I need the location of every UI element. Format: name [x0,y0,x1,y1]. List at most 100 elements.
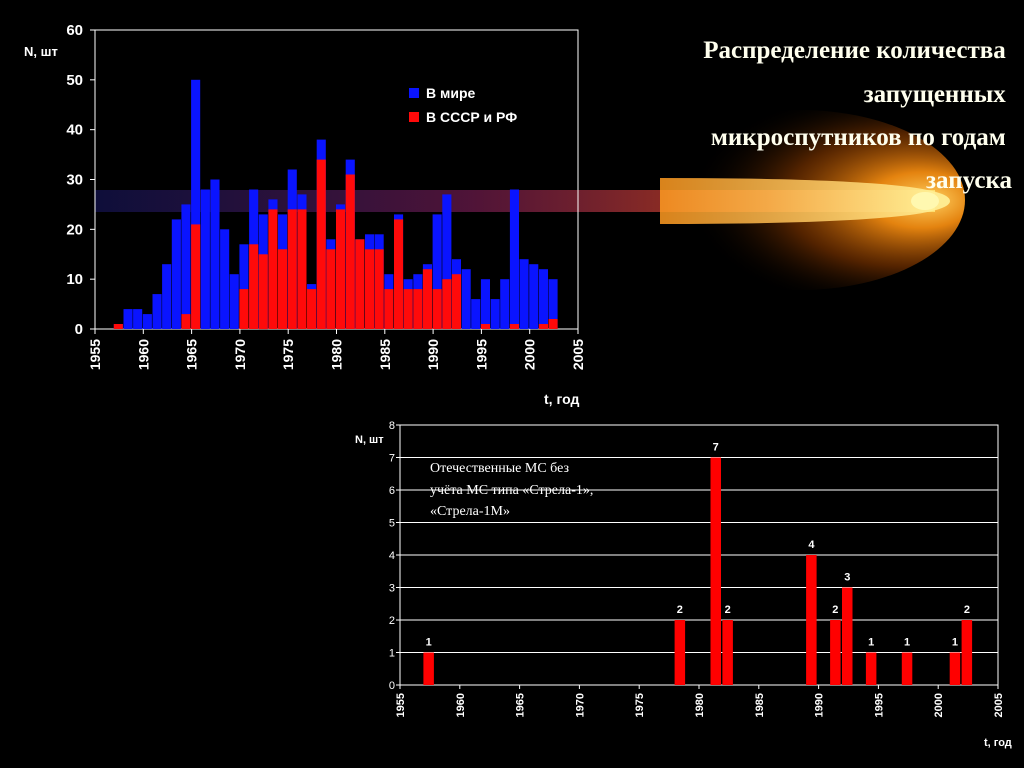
bar-ussr [538,324,548,329]
y-axis-label: N, шт [24,44,58,59]
data-label: 1 [868,637,874,649]
bar-ussr [278,249,288,329]
bar-ussr [365,249,375,329]
x-tick-label: 1975 [280,339,296,370]
x-tick-label: 1985 [754,693,766,717]
bar-domestic [674,620,686,685]
x-tick-label: 2005 [993,693,1005,717]
data-label: 1 [904,637,910,649]
slide-title: Распределение количества запущенных микр… [703,37,1012,194]
bar-ussr [432,289,442,329]
bars [113,79,558,330]
axes: 0 1 2 3 4 5 6 7 8 1955 1960 1965 1970 1975 1980 1985 199… [389,420,1005,717]
bar-domestic [901,652,913,685]
data-label: 2 [832,604,838,616]
y-tick-label: 4 [389,550,395,562]
bar-world [519,259,529,329]
bar-domestic [842,587,853,685]
bar-ussr [287,209,297,329]
bar-ussr [345,174,355,329]
bar-domestic [806,555,817,685]
data-label: 4 [808,539,815,551]
bar-world [210,179,220,329]
annotation-line-3: «Стрела-1М» [430,504,510,519]
x-tick-label: 1955 [87,339,103,370]
bar-ussr [422,269,432,329]
y-tick-label: 40 [66,122,83,139]
x-tick-label: 1980 [694,693,706,717]
y-tick-label: 1 [389,648,395,660]
gridlines [400,457,998,653]
x-axis-label: t, год [984,737,1012,749]
y-axis-label: N, шт [355,434,384,446]
data-label: 1 [426,637,432,649]
slide-title-line-4: запуска [926,167,1012,194]
x-tick-label: 1975 [634,693,646,717]
bar-ussr [374,249,384,329]
bar-ussr [442,279,452,329]
x-tick-label: 2005 [570,339,586,370]
bar-ussr [297,209,307,329]
y-tick-label: 3 [389,583,395,595]
bar-ussr [394,219,404,329]
annotation-line-2: учёта МС типа «Стрела-1», [430,483,593,498]
data-label: 2 [725,604,731,616]
bar-ussr [480,324,490,329]
bar-world [162,264,172,329]
x-tick-label: 1960 [135,339,151,370]
bar-world [142,314,152,329]
bar-ussr [326,249,336,329]
y-tick-label: 8 [389,420,395,432]
bar-domestic [865,652,877,685]
bar-ussr [355,239,365,329]
bar-world [500,279,510,329]
bar-domestic [722,620,733,685]
bar-world [480,279,490,329]
bar-ussr [316,159,326,329]
bar-world [123,309,133,329]
slide-title-line-3: микроспутников по годам [711,124,1006,151]
x-tick-label: 1990 [814,693,826,717]
legend-swatch-world [409,88,419,98]
chart-annotation: Отечественные МС без учёта МС типа «Стре… [430,461,597,519]
bar-ussr [413,289,423,329]
bar-domestic [949,652,961,685]
legend-box [400,80,560,130]
bar-world [171,219,181,329]
data-label: 3 [844,572,850,584]
y-tick-label: 0 [75,321,83,338]
bar-world [200,189,210,329]
bar-world [191,79,201,329]
bar-world [509,189,519,329]
y-tick-label: 10 [66,271,83,288]
data-label: 7 [713,442,719,454]
bar-ussr [113,324,123,329]
annotation-line-1: Отечественные МС без [430,461,569,476]
x-tick-label: 1970 [574,693,586,717]
bar-ussr [384,289,394,329]
bar-ussr [258,254,268,330]
legend-label-ussr: В СССР и РФ [426,109,517,125]
bar-ussr [249,244,259,329]
bar-ussr [181,314,191,329]
y-tick-label: 50 [66,72,83,89]
bar-world [229,274,239,329]
data-label: 1 [952,637,958,649]
x-tick-label: 1990 [425,339,441,370]
bar-world [548,279,558,329]
bar-ussr [239,289,249,329]
bar-ussr [548,319,558,329]
world-launches-chart: 0 10 20 30 40 50 60 1955 1960 1965 1970 1975 1980 198… [24,22,586,407]
bar-ussr [451,274,461,329]
y-tick-label: 5 [389,518,395,530]
bar-domestic [423,652,434,685]
bar-domestic [961,620,973,685]
x-tick-label: 1970 [232,339,248,370]
bar-ussr [307,289,317,329]
y-tick-label: 0 [389,680,395,692]
bar-ussr [509,324,519,329]
y-tick-label: 7 [389,453,395,465]
